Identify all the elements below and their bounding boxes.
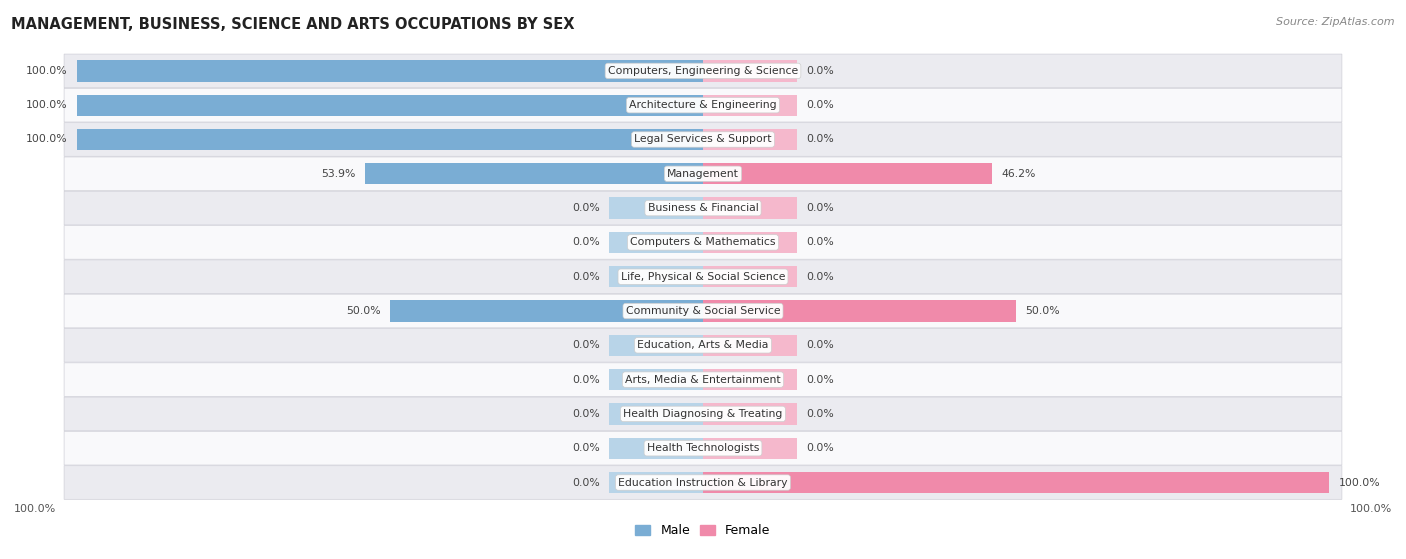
Bar: [703, 300, 1017, 321]
Bar: [366, 163, 703, 184]
Text: 0.0%: 0.0%: [572, 443, 599, 453]
Text: 0.0%: 0.0%: [807, 375, 834, 385]
Bar: [703, 369, 797, 390]
Text: Education Instruction & Library: Education Instruction & Library: [619, 477, 787, 487]
Bar: [77, 60, 703, 82]
Text: Management: Management: [666, 169, 740, 179]
Text: 50.0%: 50.0%: [1025, 306, 1060, 316]
Text: Computers & Mathematics: Computers & Mathematics: [630, 238, 776, 248]
Bar: [703, 403, 797, 424]
Bar: [703, 197, 797, 219]
Bar: [703, 232, 797, 253]
Bar: [609, 232, 703, 253]
Text: 0.0%: 0.0%: [807, 203, 834, 213]
Bar: [77, 129, 703, 150]
Text: 0.0%: 0.0%: [807, 66, 834, 76]
Text: 0.0%: 0.0%: [807, 409, 834, 419]
Text: 46.2%: 46.2%: [1001, 169, 1036, 179]
Text: 0.0%: 0.0%: [807, 100, 834, 110]
Text: Business & Financial: Business & Financial: [648, 203, 758, 213]
FancyBboxPatch shape: [65, 191, 1341, 225]
Text: 0.0%: 0.0%: [572, 340, 599, 350]
Text: Health Diagnosing & Treating: Health Diagnosing & Treating: [623, 409, 783, 419]
Bar: [609, 369, 703, 390]
Text: 100.0%: 100.0%: [1350, 504, 1392, 514]
FancyBboxPatch shape: [65, 329, 1341, 362]
Text: 0.0%: 0.0%: [807, 443, 834, 453]
FancyBboxPatch shape: [65, 363, 1341, 396]
Text: Architecture & Engineering: Architecture & Engineering: [630, 100, 776, 110]
Bar: [703, 94, 797, 116]
Legend: Male, Female: Male, Female: [630, 519, 776, 542]
Text: MANAGEMENT, BUSINESS, SCIENCE AND ARTS OCCUPATIONS BY SEX: MANAGEMENT, BUSINESS, SCIENCE AND ARTS O…: [11, 17, 575, 32]
FancyBboxPatch shape: [65, 260, 1341, 293]
Text: 0.0%: 0.0%: [807, 340, 834, 350]
Bar: [609, 472, 703, 493]
Bar: [609, 438, 703, 459]
Text: 0.0%: 0.0%: [572, 409, 599, 419]
Text: 0.0%: 0.0%: [807, 238, 834, 248]
Bar: [703, 129, 797, 150]
Bar: [389, 300, 703, 321]
Bar: [609, 403, 703, 424]
Text: 0.0%: 0.0%: [807, 135, 834, 144]
Bar: [703, 163, 993, 184]
FancyBboxPatch shape: [65, 122, 1341, 157]
Text: Legal Services & Support: Legal Services & Support: [634, 135, 772, 144]
Bar: [703, 335, 797, 356]
Text: 0.0%: 0.0%: [572, 477, 599, 487]
Bar: [703, 60, 797, 82]
Text: 0.0%: 0.0%: [572, 238, 599, 248]
Text: Life, Physical & Social Science: Life, Physical & Social Science: [621, 272, 785, 282]
FancyBboxPatch shape: [65, 54, 1341, 88]
FancyBboxPatch shape: [65, 157, 1341, 191]
Text: 50.0%: 50.0%: [346, 306, 381, 316]
Text: Computers, Engineering & Science: Computers, Engineering & Science: [607, 66, 799, 76]
Text: Source: ZipAtlas.com: Source: ZipAtlas.com: [1277, 17, 1395, 27]
Bar: [703, 472, 1329, 493]
Bar: [609, 335, 703, 356]
Bar: [609, 197, 703, 219]
Text: 53.9%: 53.9%: [322, 169, 356, 179]
Bar: [703, 438, 797, 459]
FancyBboxPatch shape: [65, 466, 1341, 499]
Text: 100.0%: 100.0%: [25, 135, 67, 144]
FancyBboxPatch shape: [65, 397, 1341, 431]
Text: Community & Social Service: Community & Social Service: [626, 306, 780, 316]
Text: Education, Arts & Media: Education, Arts & Media: [637, 340, 769, 350]
Text: 100.0%: 100.0%: [25, 100, 67, 110]
Text: 0.0%: 0.0%: [572, 375, 599, 385]
Text: Arts, Media & Entertainment: Arts, Media & Entertainment: [626, 375, 780, 385]
Bar: [77, 94, 703, 116]
FancyBboxPatch shape: [65, 226, 1341, 259]
FancyBboxPatch shape: [65, 294, 1341, 328]
Text: 0.0%: 0.0%: [572, 272, 599, 282]
Text: 0.0%: 0.0%: [572, 203, 599, 213]
Text: 100.0%: 100.0%: [25, 66, 67, 76]
Text: 0.0%: 0.0%: [807, 272, 834, 282]
FancyBboxPatch shape: [65, 432, 1341, 465]
Bar: [609, 266, 703, 287]
Text: 100.0%: 100.0%: [1339, 477, 1381, 487]
Text: Health Technologists: Health Technologists: [647, 443, 759, 453]
Text: 100.0%: 100.0%: [14, 504, 56, 514]
Bar: [703, 266, 797, 287]
FancyBboxPatch shape: [65, 88, 1341, 122]
